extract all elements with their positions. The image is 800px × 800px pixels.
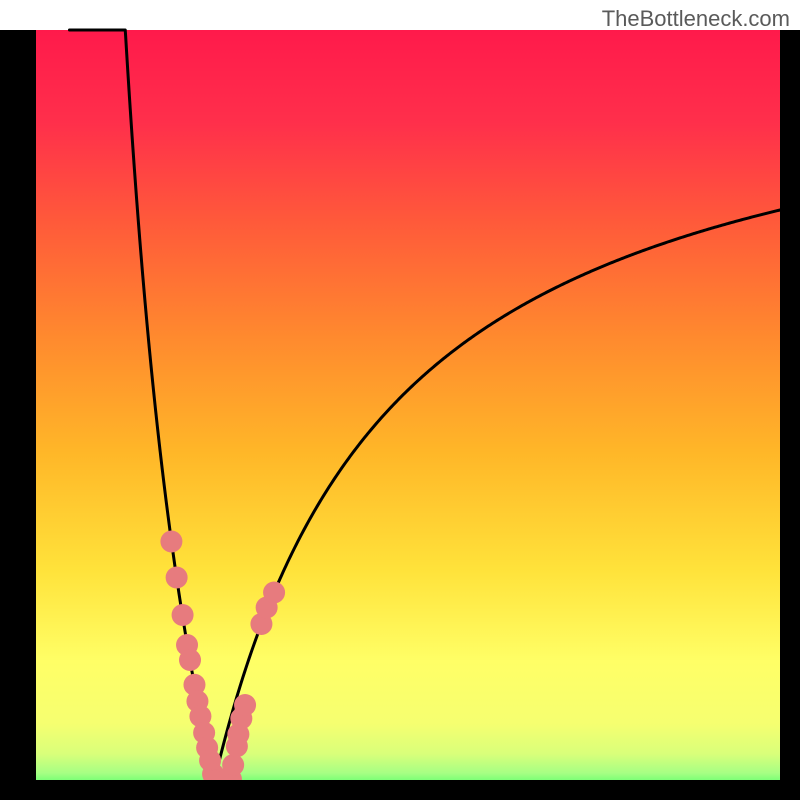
watermark-label: TheBottleneck.com [602, 6, 790, 32]
chart-root: TheBottleneck.com [0, 0, 800, 800]
scatter-points [0, 0, 800, 800]
